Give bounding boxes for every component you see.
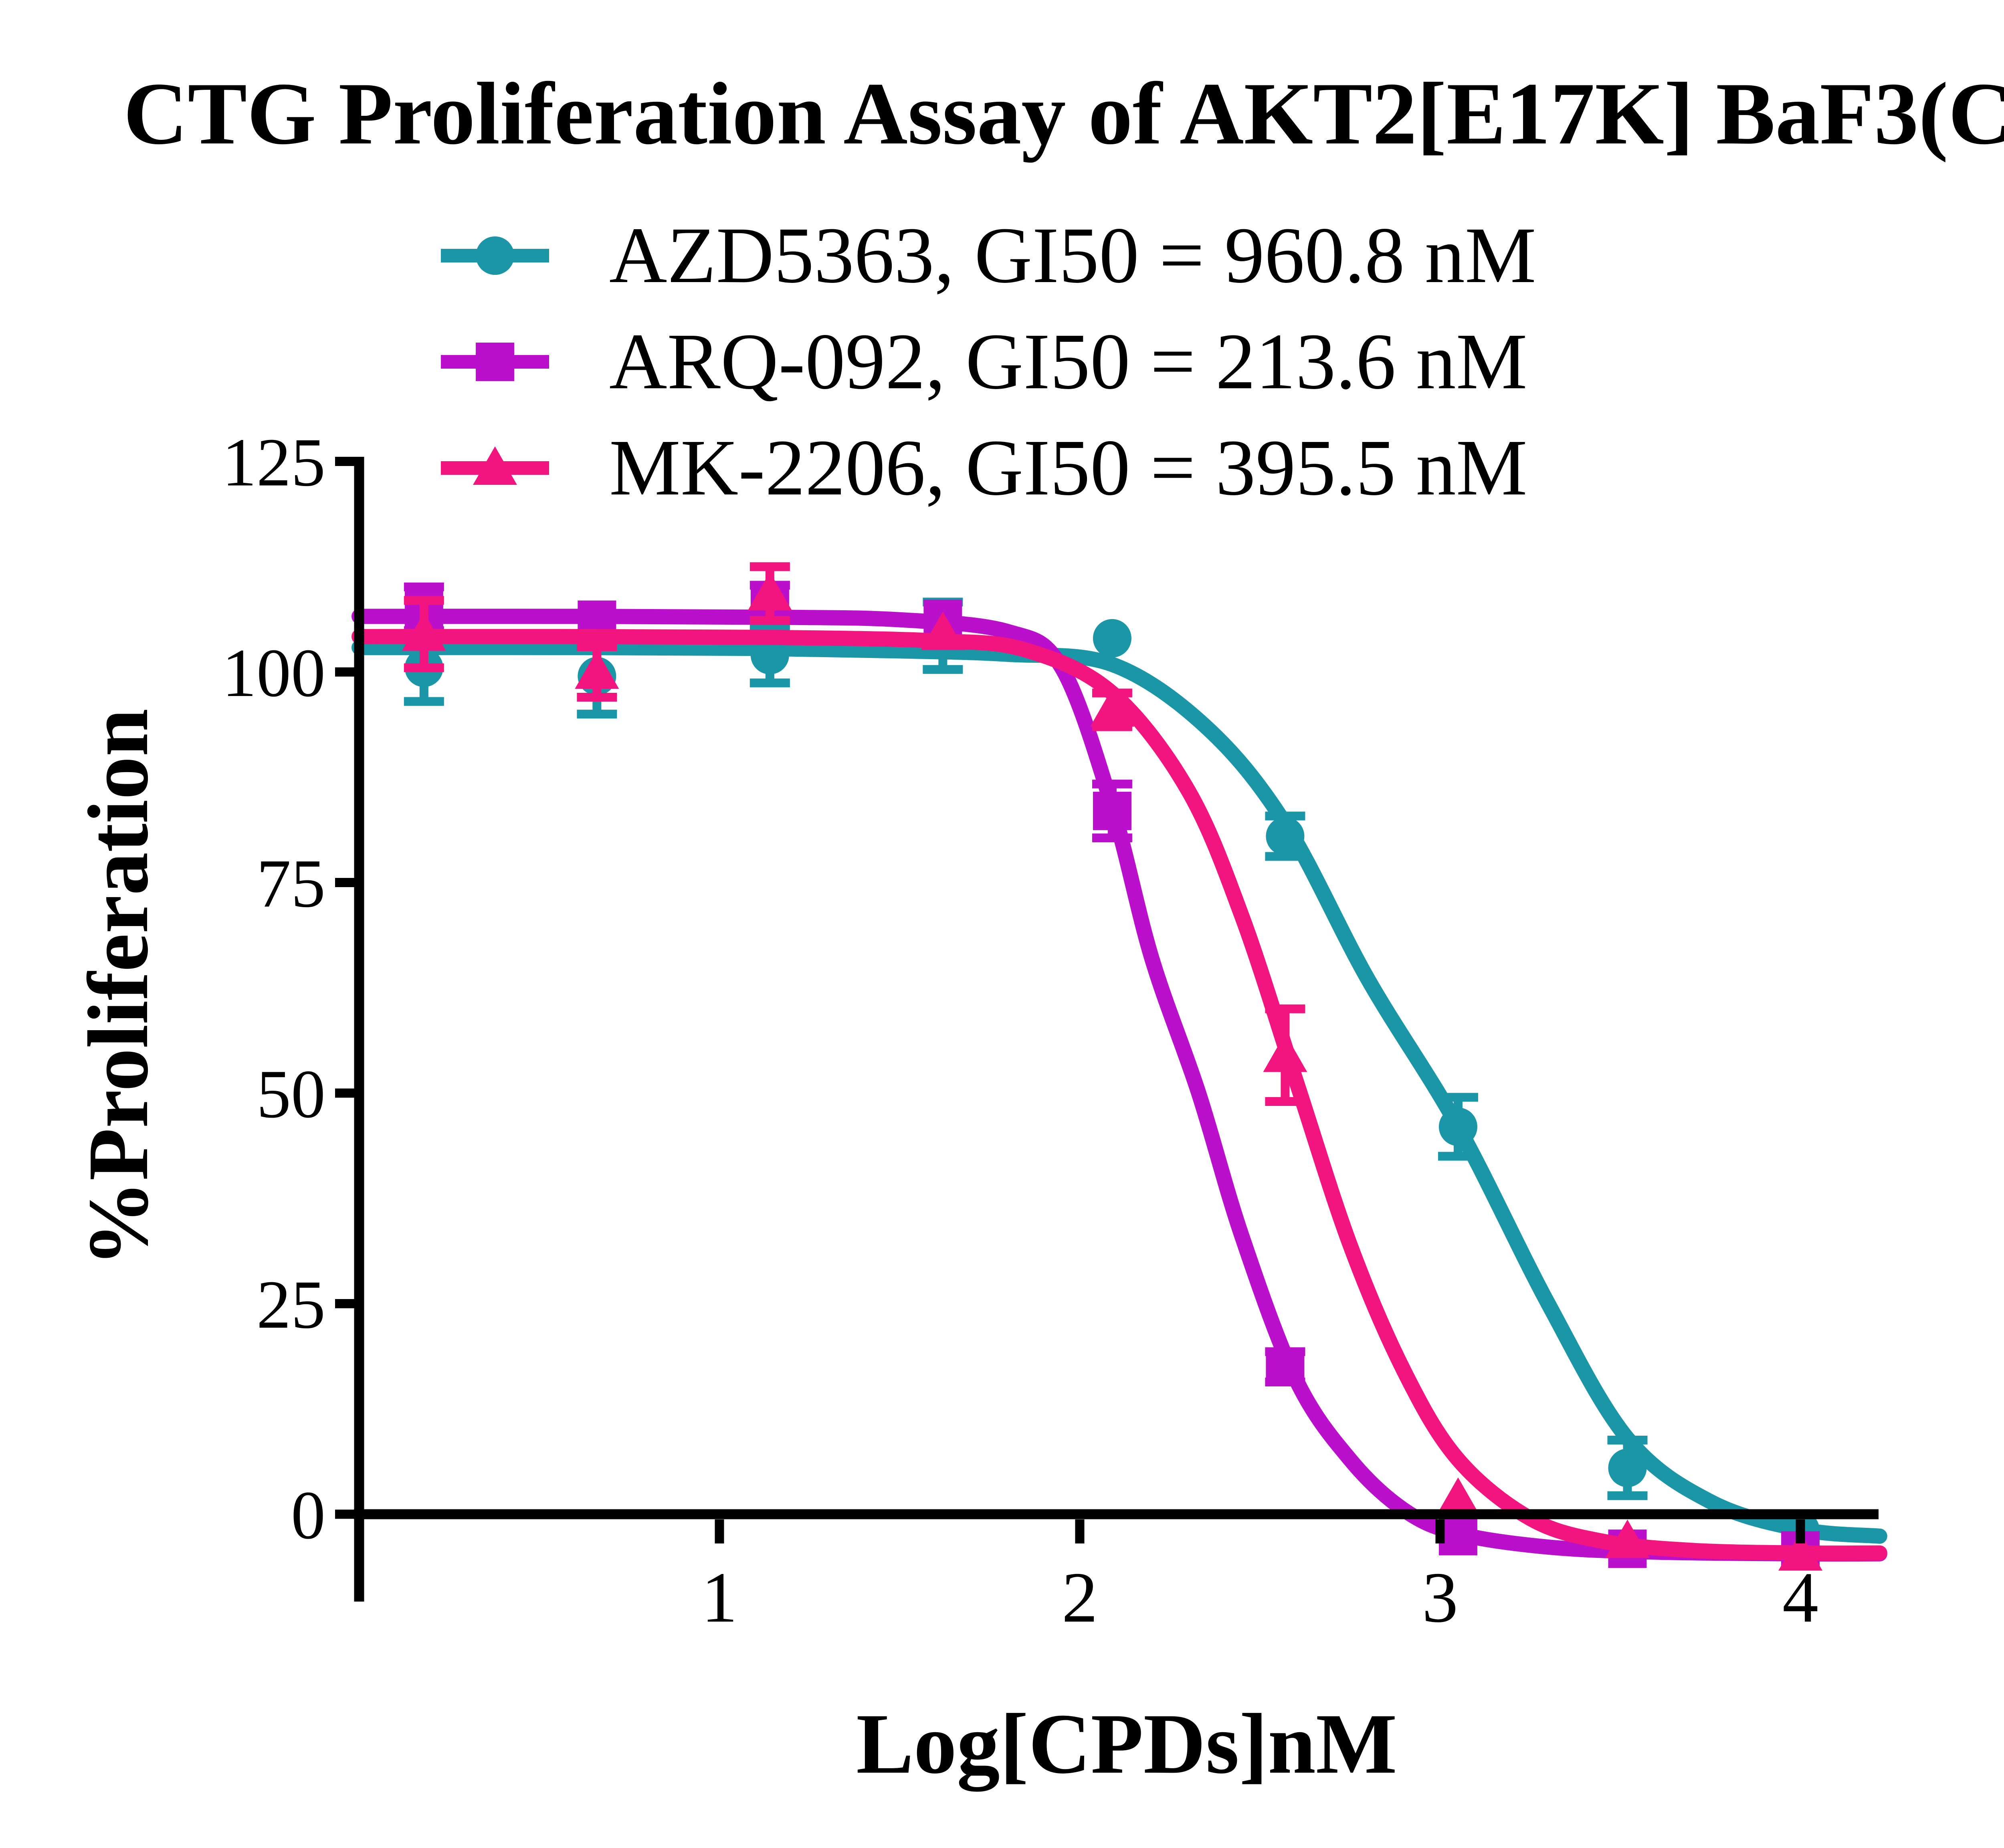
data-point-mk-2206: [575, 650, 619, 689]
y-tick-label: 25: [257, 1267, 325, 1343]
series-azd5363: [352, 597, 1887, 1549]
x-tick-label: 2: [1062, 1557, 1098, 1637]
fit-curve-mk-2206: [352, 629, 1887, 1561]
legend-label: MK-2206, GI50 = 395.5 nM: [609, 423, 1527, 512]
axes: 0 25 50 75 100 125 1 2 3 4: [222, 425, 1879, 1637]
data-point-mk-2206: [1090, 688, 1134, 727]
data-point-mk-2206: [921, 611, 965, 650]
data-point-arq-092: [1093, 791, 1131, 830]
legend-circle-marker: [476, 236, 514, 275]
y-tick-label: 50: [257, 1056, 325, 1132]
legend-triangle-marker: [473, 446, 517, 485]
legend-item-mk2206: MK-2206, GI50 = 395.5 nM: [435, 415, 1536, 521]
y-tick-label: 125: [222, 425, 325, 501]
y-tick-label: 75: [257, 846, 325, 922]
data-point-arq-092: [1438, 1517, 1477, 1555]
data-point-mk-2206: [1436, 1477, 1480, 1516]
data-point-mk-2206: [1605, 1519, 1650, 1558]
data-point-azd5363: [1438, 1108, 1477, 1146]
y-axis-title: %Proliferation: [70, 708, 166, 1267]
data-point-mk-2206: [1263, 1033, 1307, 1072]
legend-label: AZD5363, GI50 = 960.8 nM: [609, 211, 1536, 300]
legend-item-azd5363: AZD5363, GI50 = 960.8 nM: [435, 202, 1536, 309]
data-point-azd5363: [1608, 1449, 1647, 1487]
data-point-azd5363: [750, 636, 789, 674]
square-marker-icon: [441, 342, 549, 381]
data-point-mk-2206: [747, 572, 792, 611]
x-axis-title: Log[CPDs]nM: [856, 1696, 1397, 1792]
x-tick-label: 3: [1422, 1557, 1458, 1637]
y-tick-label: 100: [222, 635, 325, 711]
series-mk-2206: [352, 562, 1887, 1571]
data-point-arq-092: [1266, 1348, 1305, 1386]
circle-marker-icon: [441, 236, 549, 275]
legend-square-marker: [476, 342, 514, 381]
data-point-mk-2206: [1778, 1532, 1822, 1571]
legend-label: ARQ-092, GI50 = 213.6 nM: [609, 317, 1527, 406]
data-point-mk-2206: [402, 612, 446, 651]
x-tick-label: 4: [1782, 1557, 1818, 1637]
legend-item-arq092: ARQ-092, GI50 = 213.6 nM: [435, 309, 1536, 415]
y-tick-label: 0: [291, 1477, 325, 1553]
legend: AZD5363, GI50 = 960.8 nM ARQ-092, GI50 =…: [435, 202, 1536, 521]
triangle-marker-icon: [441, 446, 549, 485]
chart-title: CTG Proliferation Assay of AKT2[E17K] Ba…: [123, 65, 2004, 163]
fit-curve-arq-092: [352, 609, 1887, 1562]
x-tick-label: 1: [701, 1557, 737, 1637]
data-point-azd5363: [1266, 817, 1305, 855]
data-point-azd5363: [1093, 619, 1131, 658]
